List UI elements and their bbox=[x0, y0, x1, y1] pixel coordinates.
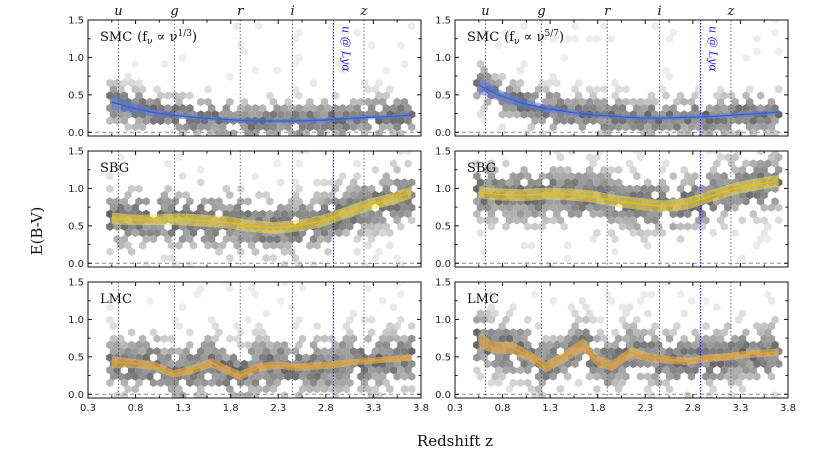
x-axis-title: Redshift z bbox=[417, 432, 493, 450]
y-tick-label: 0.0 bbox=[68, 128, 84, 139]
error-band bbox=[111, 186, 412, 235]
y-tick-label: 1.0 bbox=[435, 315, 451, 326]
y-tick-label: 0.5 bbox=[435, 352, 451, 363]
y-tick-label: 0.0 bbox=[68, 390, 84, 401]
x-tick-label: 2.8 bbox=[685, 403, 701, 414]
panel-smc-0: 0.0 0.5 1.0 1.5 u g r i z u @ Lyα SMC (fν ∝ ν1/3) bbox=[68, 4, 422, 139]
band-label-i: i bbox=[290, 4, 294, 19]
y-tick-label: 0.5 bbox=[68, 90, 84, 101]
median-line bbox=[111, 191, 412, 229]
panel-sbg-1: 0.0 0.5 1.0 1.5 SBG bbox=[435, 147, 789, 270]
x-tick-label: 2.3 bbox=[270, 403, 286, 414]
y-tick-label: 1.5 bbox=[68, 16, 84, 27]
band-label-z: z bbox=[359, 4, 367, 19]
hexbin-density bbox=[473, 282, 783, 398]
band-label-g: g bbox=[170, 4, 178, 19]
band-label-z: z bbox=[726, 4, 734, 19]
y-tick-label: 1.5 bbox=[68, 278, 84, 289]
x-tick-label: 0.8 bbox=[495, 403, 511, 414]
y-tick-label: 0.5 bbox=[68, 352, 84, 363]
median-line bbox=[111, 101, 412, 122]
y-tick-label: 0.0 bbox=[68, 259, 84, 270]
x-tick-label: 2.8 bbox=[318, 403, 334, 414]
x-tick-label: 0.3 bbox=[80, 403, 96, 414]
hexbin-density bbox=[473, 20, 783, 136]
panel-lmc-1: 0.0 0.5 1.0 1.5 0.3 0.8 1.3 1.8 2.3 2.8 3.3 3.8 LMC bbox=[435, 278, 796, 415]
band-label-i: i bbox=[657, 4, 661, 19]
y-tick-label: 0.5 bbox=[435, 90, 451, 101]
panel-sbg-0: 0.0 0.5 1.0 1.5 SBG bbox=[68, 147, 422, 270]
y-tick-label: 1.0 bbox=[68, 53, 84, 64]
lya-label: u @ Lyα bbox=[706, 26, 719, 72]
y-tick-label: 1.0 bbox=[68, 315, 84, 326]
x-tick-label: 0.8 bbox=[128, 403, 144, 414]
band-label-u: u bbox=[114, 4, 122, 19]
x-tick-label: 0.3 bbox=[447, 403, 463, 414]
x-tick-label: 3.3 bbox=[365, 403, 381, 414]
x-tick-label: 1.8 bbox=[590, 403, 606, 414]
y-tick-label: 1.5 bbox=[68, 147, 84, 158]
band-label-u: u bbox=[481, 4, 489, 19]
panel-label: SBG bbox=[100, 161, 129, 176]
x-tick-label: 3.3 bbox=[732, 403, 748, 414]
y-tick-label: 0.5 bbox=[68, 221, 84, 232]
band-label-g: g bbox=[537, 4, 545, 19]
y-tick-label: 0.0 bbox=[435, 128, 451, 139]
panel-label: SBG bbox=[467, 161, 496, 176]
hexbin-density bbox=[106, 282, 416, 398]
y-tick-label: 0.0 bbox=[435, 390, 451, 401]
y-axis-title: E(B-V) bbox=[28, 207, 46, 256]
y-tick-label: 1.5 bbox=[435, 16, 451, 27]
x-tick-label: 3.8 bbox=[413, 403, 429, 414]
median-line bbox=[478, 339, 779, 369]
band-label-r: r bbox=[604, 4, 611, 19]
panel-label: LMC bbox=[467, 292, 499, 307]
median-line bbox=[478, 84, 779, 119]
x-tick-label: 1.3 bbox=[175, 403, 191, 414]
x-tick-label: 1.8 bbox=[223, 403, 239, 414]
panel-smc-1: 0.0 0.5 1.0 1.5 u g r i z u @ Lyα SMC (fν ∝ ν5/7) bbox=[435, 4, 789, 139]
y-tick-label: 0.0 bbox=[435, 259, 451, 270]
panel-label: LMC bbox=[100, 292, 132, 307]
panel-lmc-0: 0.0 0.5 1.0 1.5 0.3 0.8 1.3 1.8 2.3 2.8 3.3 3.8 LMC bbox=[68, 278, 429, 415]
panel-label: SMC (fν ∝ ν1/3) bbox=[100, 29, 197, 47]
hexbin-density bbox=[473, 151, 783, 267]
panel-label: SMC (fν ∝ ν5/7) bbox=[467, 29, 564, 47]
x-tick-label: 1.3 bbox=[542, 403, 558, 414]
x-tick-label: 2.3 bbox=[637, 403, 653, 414]
median-line bbox=[478, 180, 779, 208]
y-tick-label: 1.0 bbox=[68, 184, 84, 195]
y-tick-label: 0.5 bbox=[435, 221, 451, 232]
x-tick-label: 3.8 bbox=[780, 403, 796, 414]
y-tick-label: 1.5 bbox=[435, 147, 451, 158]
lya-label: u @ Lyα bbox=[339, 26, 352, 72]
error-band bbox=[478, 174, 779, 213]
band-label-r: r bbox=[237, 4, 244, 19]
y-tick-label: 1.5 bbox=[435, 278, 451, 289]
y-tick-label: 1.0 bbox=[435, 184, 451, 195]
y-tick-label: 1.0 bbox=[435, 53, 451, 64]
median-line bbox=[111, 356, 412, 377]
